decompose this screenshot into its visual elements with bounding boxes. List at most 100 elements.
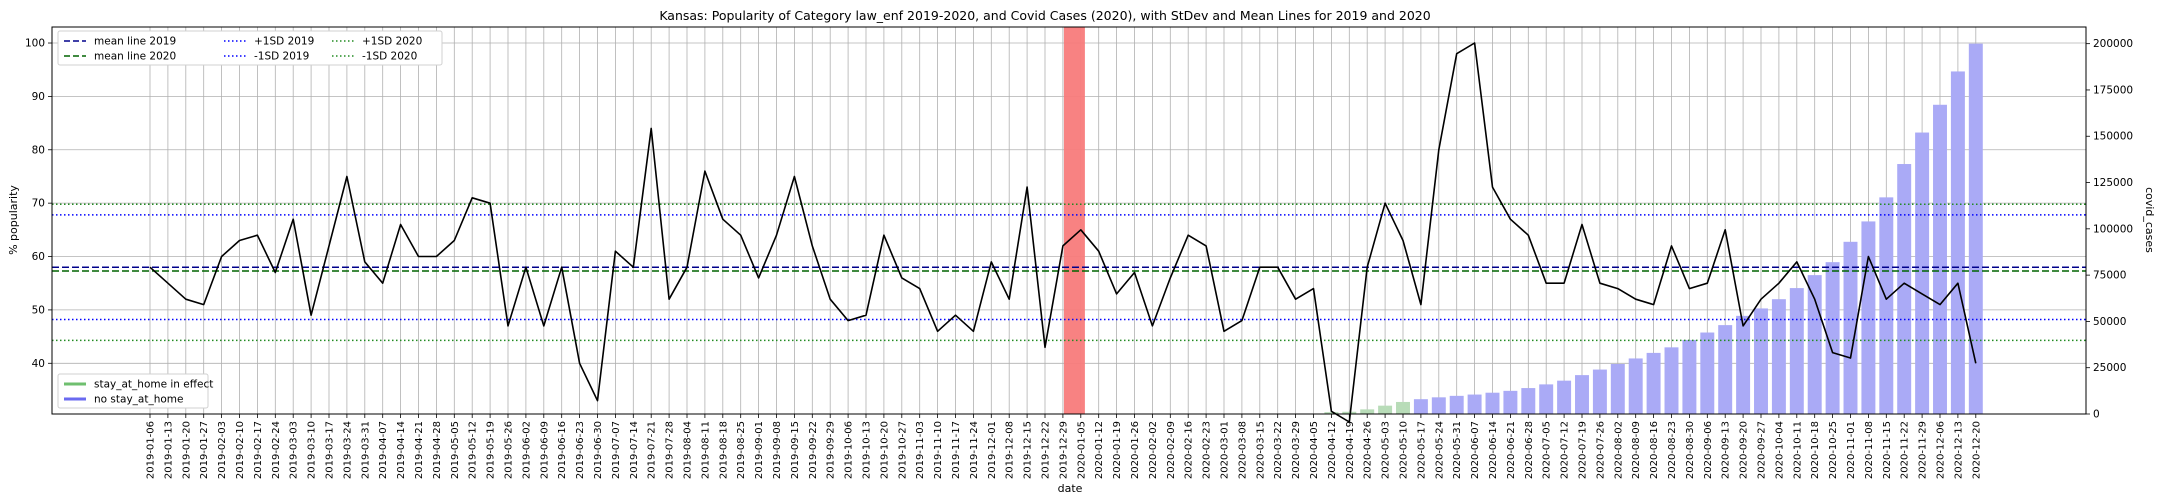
covid-bar bbox=[1575, 375, 1589, 414]
x-tick-label: 2020-10-11 bbox=[1792, 421, 1803, 479]
x-tick-label: 2020-04-19 bbox=[1345, 421, 1356, 479]
covid-bar bbox=[1342, 411, 1357, 414]
x-axis-label: date bbox=[1058, 482, 1083, 495]
covid-bar bbox=[1396, 401, 1410, 414]
x-tick-label: 2019-06-16 bbox=[557, 421, 568, 479]
x-tick-label: 2019-09-08 bbox=[772, 421, 783, 479]
x-tick-label: 2019-11-03 bbox=[915, 421, 926, 479]
covid-bar bbox=[1431, 397, 1446, 414]
x-tick-label: 2020-07-26 bbox=[1595, 421, 1606, 479]
covid-bar bbox=[1485, 392, 1500, 414]
covid-bar bbox=[1610, 364, 1625, 414]
legend-label: mean line 2020 bbox=[94, 51, 176, 63]
x-tick-label: 2020-11-15 bbox=[1882, 421, 1893, 479]
x-tick-label: 2020-08-16 bbox=[1649, 421, 1660, 479]
legend-label: -1SD 2019 bbox=[254, 51, 309, 63]
x-tick-label: 2020-10-04 bbox=[1774, 421, 1785, 479]
popularity-line bbox=[149, 42, 1977, 423]
covid-bar bbox=[1592, 369, 1607, 414]
covid-bar bbox=[1324, 412, 1339, 414]
covid-bar bbox=[1557, 380, 1572, 414]
x-tick-label: 2019-03-10 bbox=[307, 421, 318, 479]
x-tick-label: 2019-01-20 bbox=[181, 421, 192, 479]
y2-tick-label: 0 bbox=[2093, 409, 2100, 421]
y2-tick-label: 175000 bbox=[2093, 84, 2133, 96]
covid-bar bbox=[1521, 388, 1536, 414]
x-tick-label: 2019-03-31 bbox=[360, 421, 371, 479]
x-tick-label: 2019-02-24 bbox=[271, 421, 282, 479]
x-tick-label: 2020-03-15 bbox=[1255, 421, 1266, 479]
y2-axis-label: covid_cases bbox=[2143, 187, 2156, 253]
x-tick-label: 2020-09-13 bbox=[1721, 421, 1732, 479]
x-tick-label: 2019-10-06 bbox=[844, 421, 855, 479]
x-tick-label: 2019-02-03 bbox=[217, 421, 228, 479]
x-tick-label: 2019-12-22 bbox=[1041, 421, 1052, 479]
x-tick-label: 2019-08-11 bbox=[700, 421, 711, 479]
x-tick-label: 2019-05-12 bbox=[468, 421, 479, 479]
x-tick-label: 2020-10-25 bbox=[1828, 421, 1839, 479]
x-tick-label: 2019-03-24 bbox=[342, 421, 353, 479]
covid-bar bbox=[1861, 221, 1876, 414]
x-tick-label: 2020-08-02 bbox=[1613, 421, 1624, 479]
covid-bar bbox=[1413, 399, 1428, 414]
x-tick-label: 2019-03-03 bbox=[289, 421, 300, 479]
x-tick-label: 2020-01-26 bbox=[1130, 421, 1141, 479]
x-tick-label: 2019-06-23 bbox=[575, 421, 586, 479]
covid-bar bbox=[1700, 332, 1715, 414]
x-tick-label: 2019-06-02 bbox=[521, 421, 532, 479]
y2-tick-label: 200000 bbox=[2093, 38, 2133, 50]
x-tick-label: 2020-04-05 bbox=[1309, 421, 1320, 479]
x-tick-label: 2019-05-05 bbox=[450, 421, 461, 479]
y2-tick-label: 150000 bbox=[2093, 131, 2133, 143]
x-tick-label: 2019-05-26 bbox=[504, 421, 515, 479]
x-tick-label: 2020-03-22 bbox=[1273, 421, 1284, 479]
x-tick-label: 2020-04-26 bbox=[1363, 421, 1374, 479]
x-tick-label: 2020-07-12 bbox=[1560, 421, 1571, 479]
x-tick-label: 2019-04-07 bbox=[378, 421, 389, 479]
y-tick-label: 70 bbox=[32, 198, 45, 210]
x-tick-label: 2019-10-20 bbox=[879, 421, 890, 479]
covid-bar bbox=[1879, 197, 1894, 414]
x-tick-label: 2020-05-03 bbox=[1381, 421, 1392, 479]
x-tick-label: 2020-09-06 bbox=[1703, 421, 1714, 479]
y2-tick-label: 125000 bbox=[2093, 177, 2133, 189]
covid-bar bbox=[1360, 409, 1375, 414]
x-tick-label: 2019-12-01 bbox=[987, 421, 998, 479]
x-tick-label: 2019-03-17 bbox=[325, 421, 336, 479]
x-tick-label: 2019-12-29 bbox=[1058, 421, 1069, 479]
legend-label: stay_at_home in effect bbox=[94, 379, 213, 391]
x-tick-label: 2020-06-21 bbox=[1506, 421, 1517, 479]
x-tick-label: 2020-08-23 bbox=[1667, 421, 1678, 479]
x-tick-label: 2020-04-12 bbox=[1327, 421, 1338, 479]
legend-label: +1SD 2020 bbox=[362, 36, 422, 48]
highlight-span bbox=[1063, 27, 1085, 414]
x-tick-label: 2019-11-17 bbox=[951, 421, 962, 479]
x-tick-label: 2019-04-14 bbox=[396, 421, 407, 479]
y2-tick-label: 25000 bbox=[2093, 362, 2126, 374]
legend-label: no stay_at_home bbox=[94, 394, 183, 406]
x-tick-label: 2019-09-22 bbox=[808, 421, 819, 479]
x-tick-label: 2019-09-01 bbox=[754, 421, 765, 479]
legend-label: -1SD 2020 bbox=[362, 51, 417, 63]
x-tick-label: 2019-02-17 bbox=[253, 421, 264, 479]
plot-frame bbox=[51, 26, 2087, 415]
y2-tick-label: 50000 bbox=[2093, 316, 2126, 328]
x-tick-label: 2020-12-20 bbox=[1971, 421, 1982, 479]
y-axis-label: % popularity bbox=[7, 185, 20, 255]
x-tick-label: 2020-05-10 bbox=[1399, 421, 1410, 479]
x-tick-label: 2020-09-20 bbox=[1739, 421, 1750, 479]
y2-tick-label: 75000 bbox=[2093, 270, 2126, 282]
x-tick-label: 2020-11-08 bbox=[1864, 421, 1875, 479]
x-tick-label: 2020-11-29 bbox=[1918, 421, 1929, 479]
x-tick-label: 2020-06-28 bbox=[1524, 421, 1535, 479]
x-tick-label: 2019-04-21 bbox=[414, 421, 425, 479]
x-tick-label: 2020-05-31 bbox=[1452, 421, 1463, 479]
x-tick-label: 2020-10-18 bbox=[1810, 421, 1821, 479]
x-tick-label: 2019-12-08 bbox=[1005, 421, 1016, 479]
y2-tick-label: 100000 bbox=[2093, 223, 2133, 235]
x-tick-label: 2020-07-19 bbox=[1578, 421, 1589, 479]
y-tick-label: 90 bbox=[32, 91, 45, 103]
covid-bar bbox=[1628, 358, 1643, 414]
x-tick-label: 2019-01-27 bbox=[199, 421, 210, 479]
